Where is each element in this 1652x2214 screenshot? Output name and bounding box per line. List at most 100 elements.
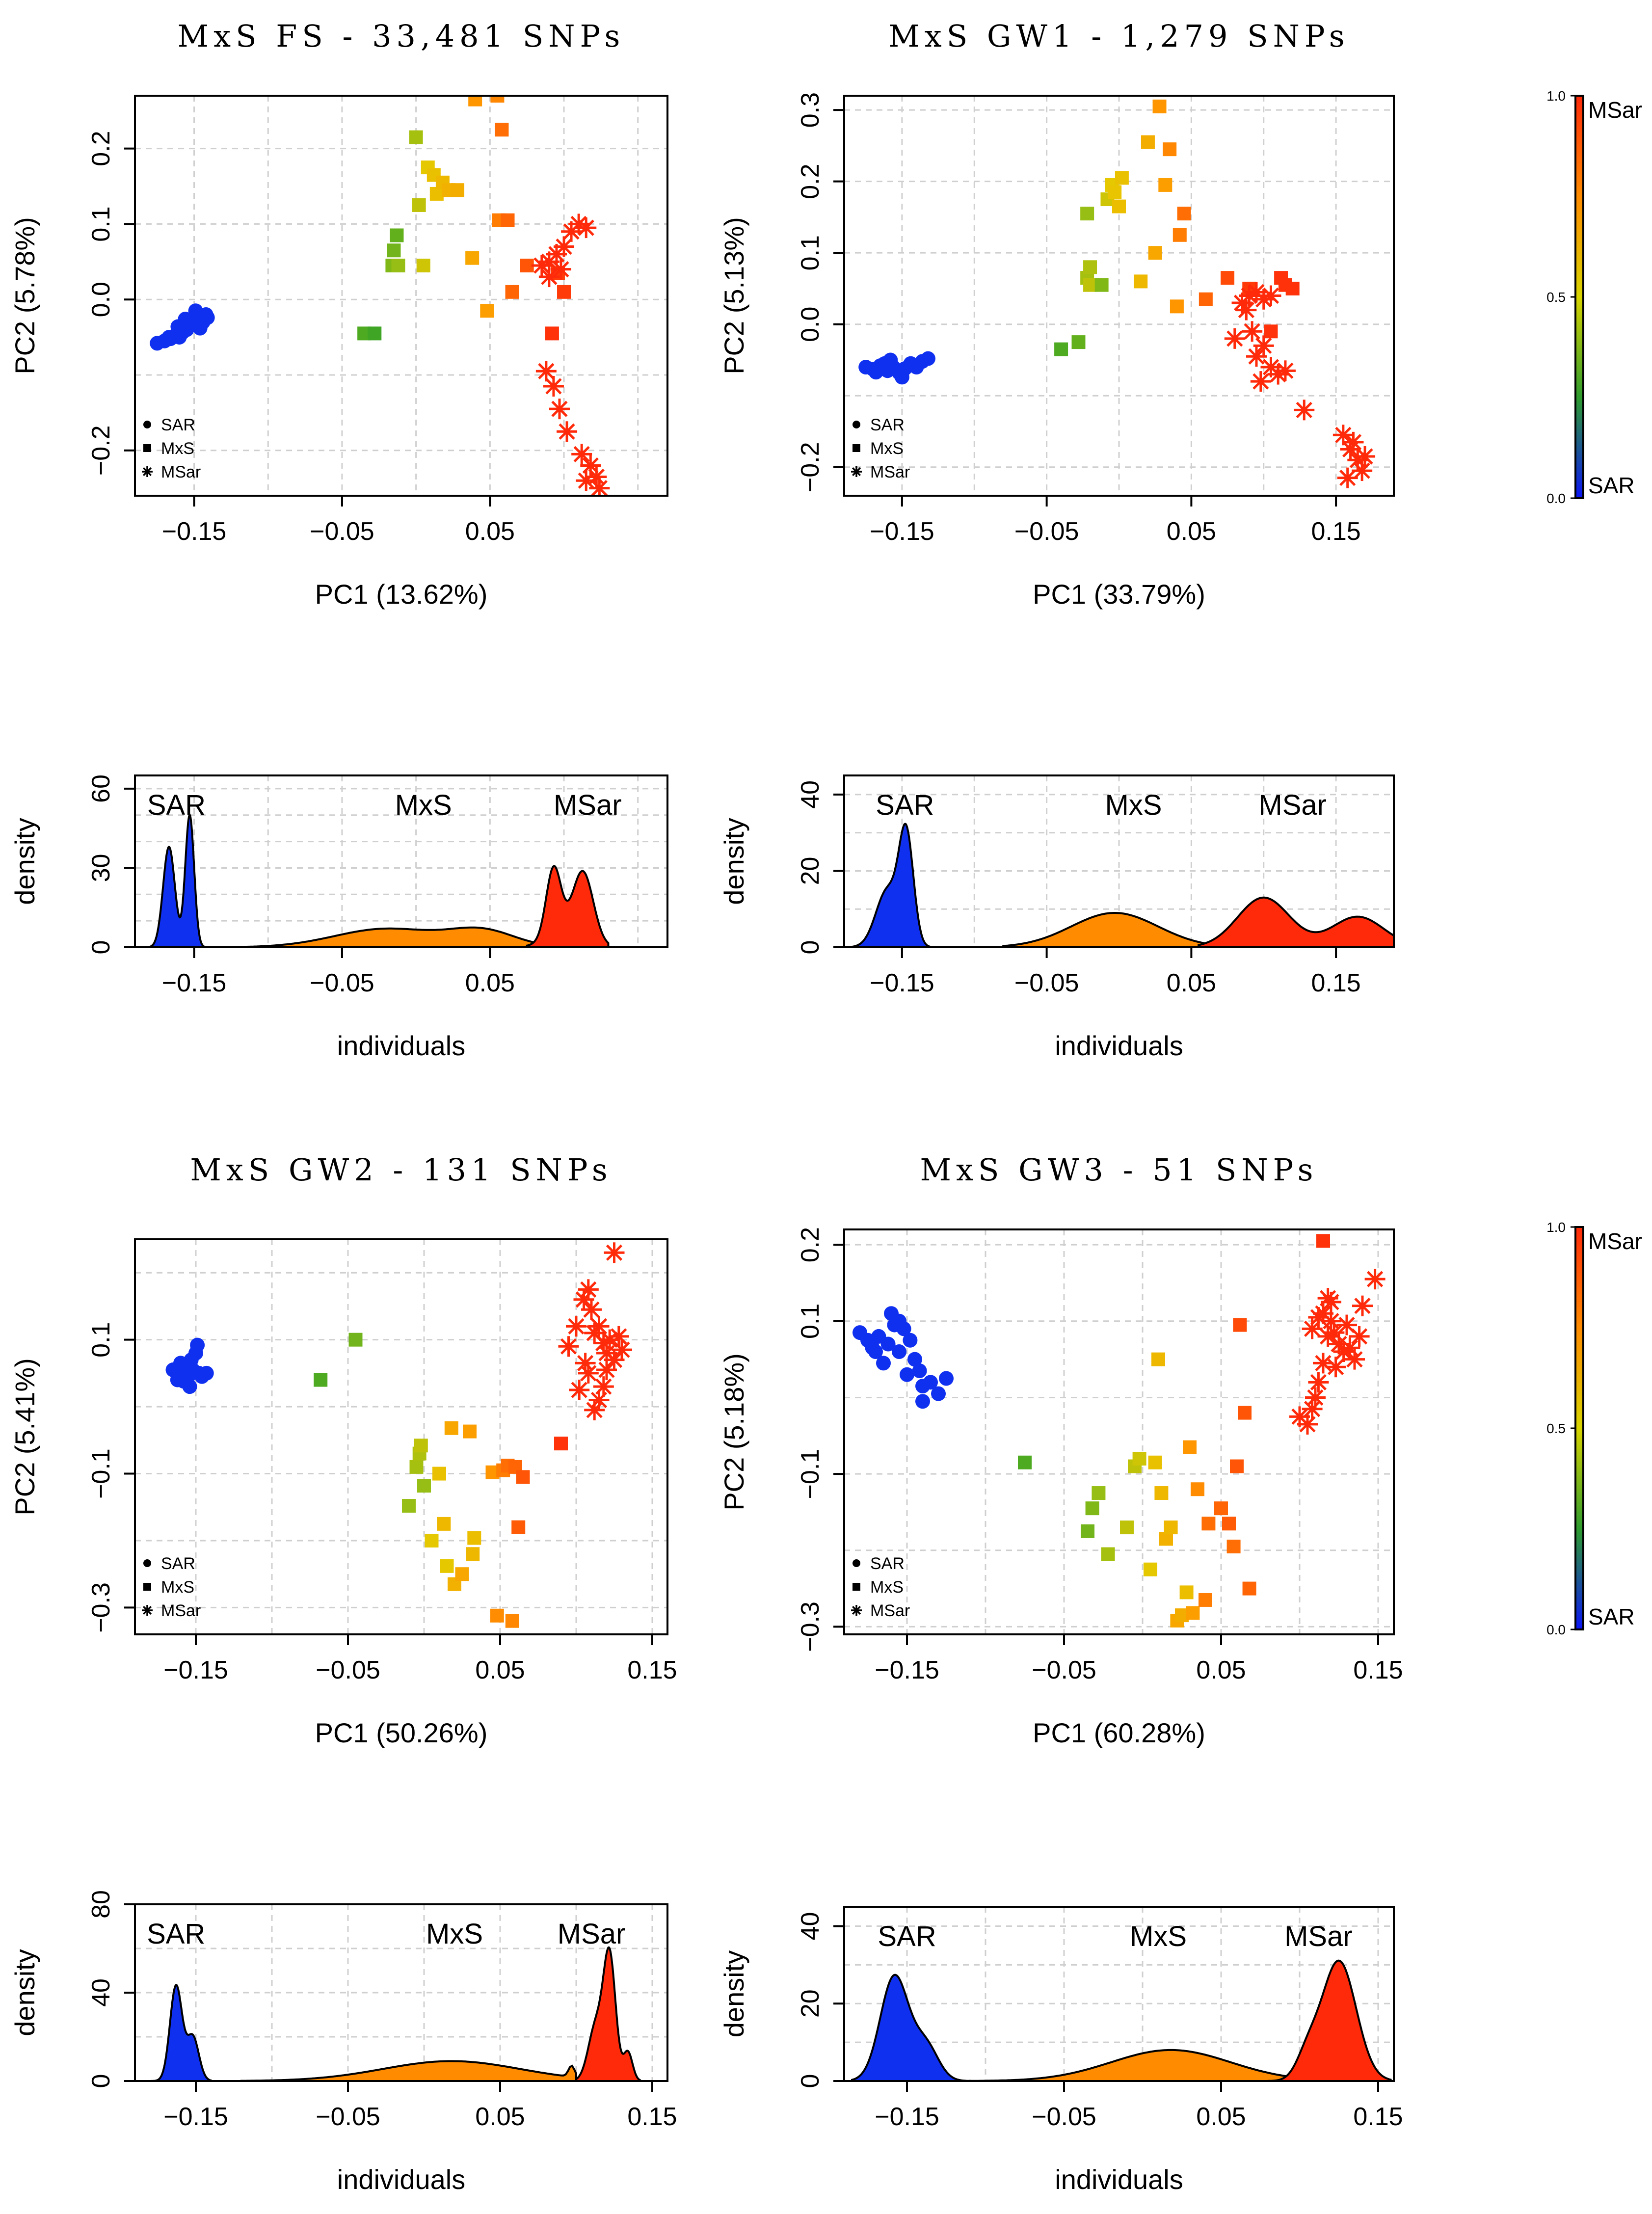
sar-point xyxy=(894,370,909,385)
sar-point xyxy=(865,1340,880,1356)
y-tick-label: 40 xyxy=(87,1978,115,2007)
density-msar xyxy=(575,1946,641,2081)
msar-point xyxy=(580,455,601,476)
mxs-point xyxy=(1120,1520,1134,1535)
sar-point xyxy=(896,1321,911,1336)
mxs-point xyxy=(557,285,571,299)
y-tick-label: 0 xyxy=(87,940,115,955)
x-tick-label: 0.15 xyxy=(1311,969,1360,997)
group-label: SAR xyxy=(876,789,934,821)
legend-label: SAR xyxy=(870,416,905,434)
msar-point xyxy=(543,376,564,397)
y-tick-label: 0 xyxy=(796,940,825,955)
x-tick-label: 0.05 xyxy=(1167,969,1216,997)
plot-area xyxy=(150,96,610,496)
panel-6: SAR MxS MSar −0.15 −0.05 0.05 0.15 0.2 0.1 −0.1 −0… xyxy=(719,1152,1403,1748)
plot-frame xyxy=(134,1238,668,1635)
mxs-point xyxy=(1214,1501,1228,1516)
msar-point xyxy=(576,217,597,239)
legend-star-marker xyxy=(851,1605,862,1616)
legend-label: MxS xyxy=(161,439,194,458)
x-tick-label: 0.15 xyxy=(1311,517,1360,546)
msar-point xyxy=(1294,400,1315,421)
x-tick-label: −0.15 xyxy=(875,1656,939,1684)
colorbar-ramp xyxy=(1574,1226,1584,1630)
msar-point xyxy=(1260,285,1281,306)
msar-point xyxy=(1337,467,1358,488)
mxs-point xyxy=(444,1421,458,1435)
mxs-point xyxy=(1183,1440,1197,1454)
msar-point xyxy=(549,399,570,420)
x-tick-label: −0.15 xyxy=(163,1656,228,1684)
mxs-point xyxy=(409,1460,424,1474)
mxs-point xyxy=(511,1520,526,1534)
plot-frame xyxy=(134,774,668,948)
msar-point xyxy=(1352,460,1373,481)
mxs-point xyxy=(440,1559,454,1573)
y-axis-label: density xyxy=(719,818,749,905)
density-mxs xyxy=(1002,912,1229,947)
plot-frame xyxy=(843,1228,1395,1635)
x-tick-label: 0.05 xyxy=(465,969,515,997)
msar-point xyxy=(608,1326,629,1347)
mxs-point xyxy=(314,1373,328,1387)
mxs-point xyxy=(1071,335,1086,349)
x-tick-label: −0.15 xyxy=(163,2103,228,2131)
msar-point xyxy=(1253,335,1274,356)
legend-star-marker xyxy=(142,466,153,477)
mxs-point xyxy=(1199,292,1213,306)
legend-label: MSar xyxy=(161,1601,201,1620)
mxs-point xyxy=(1108,185,1122,199)
sar-point xyxy=(903,1333,918,1348)
legend-label: MxS xyxy=(870,439,904,458)
msar-point xyxy=(1308,1372,1329,1393)
msar-point xyxy=(1236,299,1257,320)
y-tick-label: −0.2 xyxy=(796,442,825,492)
y-tick-label: 0.2 xyxy=(796,1227,825,1262)
group-label: MSar xyxy=(1258,789,1327,821)
y-tick-label: 20 xyxy=(796,857,825,885)
x-axis-label: PC1 (60.28%) xyxy=(1033,1717,1205,1748)
y-tick-label: −0.3 xyxy=(796,1601,825,1652)
legend-square-marker xyxy=(853,1583,860,1591)
mxs-point xyxy=(1148,246,1162,260)
mxs-point xyxy=(467,1531,481,1545)
x-tick-label: −0.05 xyxy=(1032,2103,1096,2131)
y-tick-label: 40 xyxy=(796,780,825,809)
colorbar-tick-label: 0.5 xyxy=(1546,1421,1566,1436)
sar-point xyxy=(199,1365,214,1381)
msar-point xyxy=(581,1299,602,1320)
x-axis-label: PC1 (33.79%) xyxy=(1033,579,1205,610)
msar-point xyxy=(558,1336,579,1357)
x-tick-label: 0.05 xyxy=(1196,2103,1246,2131)
x-tick-label: 0.05 xyxy=(1167,517,1216,546)
x-tick-label: −0.05 xyxy=(1032,1656,1096,1684)
legend-label: SAR xyxy=(161,416,195,434)
mxs-point xyxy=(468,96,482,107)
legend: SAR MxS MSar xyxy=(851,1554,910,1620)
density-mxs xyxy=(240,2060,577,2081)
mxs-point xyxy=(1199,1593,1212,1607)
mxs-point xyxy=(466,1547,480,1561)
mxs-point xyxy=(490,96,505,103)
mxs-point xyxy=(1230,1459,1244,1473)
x-tick-label: −0.05 xyxy=(310,969,374,997)
y-tick-label: 30 xyxy=(87,854,115,882)
mxs-point xyxy=(516,1470,530,1484)
x-axis-label: individuals xyxy=(337,2164,466,2195)
mxs-point xyxy=(1152,99,1167,113)
sar-point xyxy=(190,1337,205,1353)
mxs-point xyxy=(495,123,509,137)
chart-title: MxS GW3 - 51 SNPs xyxy=(920,1152,1318,1188)
mxs-point xyxy=(1163,142,1177,157)
colorbar-bottom-label: SAR xyxy=(1588,1604,1635,1629)
mxs-point xyxy=(554,1437,568,1451)
mxs-point xyxy=(1081,1524,1094,1538)
mxs-point xyxy=(501,213,515,227)
x-axis-label: individuals xyxy=(1055,2164,1183,2195)
mxs-point xyxy=(390,228,404,242)
mxs-point xyxy=(1238,1406,1252,1420)
mxs-point xyxy=(432,1467,446,1481)
sar-point xyxy=(188,303,203,319)
